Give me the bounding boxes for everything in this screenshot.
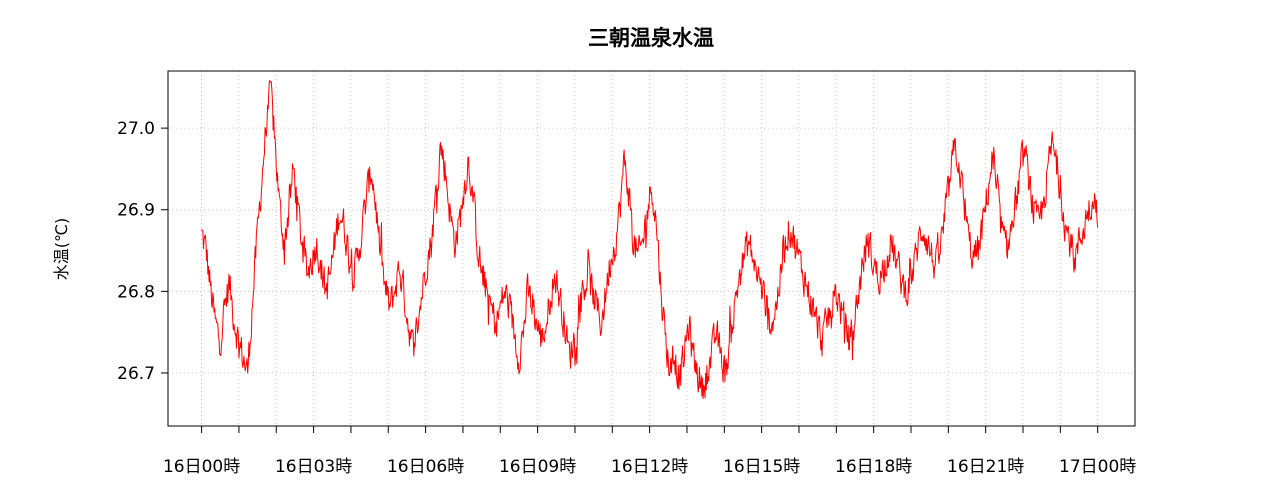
x-tick-label: 16日21時 — [947, 457, 1024, 477]
y-tick-label: 26.9 — [117, 201, 155, 221]
x-tick-label: 16日12時 — [611, 457, 688, 477]
water-temperature-series-line — [201, 80, 1099, 400]
series-group — [201, 80, 1099, 400]
y-tick-label: 27.0 — [117, 119, 155, 139]
x-tick-label: 17日00時 — [1059, 457, 1136, 477]
grid — [168, 71, 1135, 426]
x-tick-label: 16日18時 — [835, 457, 912, 477]
chart-title: 三朝温泉水温 — [588, 26, 714, 50]
y-axis-label: 水温(℃) — [52, 218, 71, 280]
x-tick-label: 16日00時 — [163, 457, 240, 477]
x-tick-label: 16日03時 — [275, 457, 352, 477]
x-tick-label: 16日09時 — [499, 457, 576, 477]
x-tick-label: 16日15時 — [723, 457, 800, 477]
x-tick-label: 16日06時 — [387, 457, 464, 477]
y-tick-label: 26.7 — [117, 364, 155, 384]
plot-frame — [167, 70, 1136, 427]
y-axis: 26.7 26.8 26.9 27.0 — [117, 119, 168, 384]
y-tick-label: 26.8 — [117, 282, 155, 302]
x-axis: 16日00時 16日03時 16日06時 16日09時 16日12時 16日15時 16日1… — [163, 426, 1136, 477]
